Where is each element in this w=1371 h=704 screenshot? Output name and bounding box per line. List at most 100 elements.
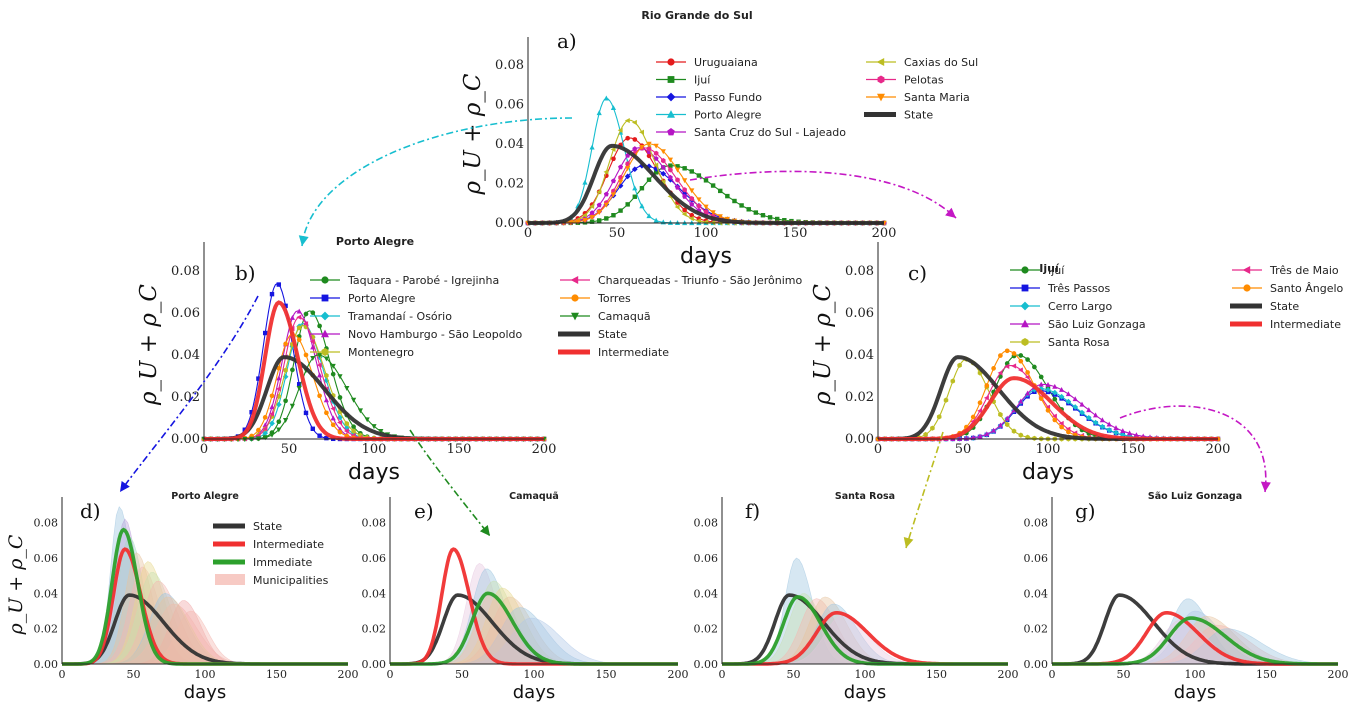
data-point bbox=[624, 173, 631, 180]
data-point bbox=[710, 210, 716, 216]
series-line-6 bbox=[878, 364, 1218, 440]
data-point bbox=[689, 188, 695, 194]
data-point bbox=[689, 169, 694, 174]
legend-marker bbox=[666, 92, 676, 102]
data-point bbox=[660, 179, 666, 185]
data-point bbox=[317, 372, 323, 378]
data-point bbox=[282, 373, 289, 380]
data-point bbox=[667, 157, 673, 163]
data-point bbox=[703, 209, 709, 215]
data-point bbox=[653, 150, 659, 156]
panel-e-title: Camaquã bbox=[509, 491, 559, 502]
data-point bbox=[632, 137, 638, 142]
data-point bbox=[317, 393, 322, 399]
data-point bbox=[923, 431, 928, 438]
y-tick-label: 0.04 bbox=[171, 348, 200, 363]
data-point bbox=[323, 377, 330, 384]
data-point bbox=[256, 427, 261, 433]
data-point bbox=[317, 433, 322, 438]
x-tick-label: 200 bbox=[668, 668, 689, 681]
data-point bbox=[1051, 413, 1057, 419]
data-point bbox=[1086, 407, 1092, 413]
data-point bbox=[303, 321, 309, 327]
y-axis-label: ρ_U + ρ_C bbox=[460, 73, 486, 195]
y-tick-label: 0.08 bbox=[694, 517, 719, 530]
data-point bbox=[646, 153, 652, 159]
legend-swatch bbox=[215, 574, 245, 585]
y-tick-label: 0.02 bbox=[34, 623, 59, 636]
panel-g-title: São Luiz Gonzaga bbox=[1148, 491, 1242, 502]
data-point bbox=[646, 213, 652, 219]
legend-label: Santa Maria bbox=[904, 91, 970, 104]
data-point bbox=[717, 214, 723, 220]
data-point bbox=[624, 117, 630, 124]
data-point bbox=[943, 397, 949, 403]
data-point bbox=[1092, 419, 1099, 426]
panel-label: f) bbox=[745, 499, 760, 523]
data-point bbox=[617, 182, 624, 189]
data-point bbox=[357, 408, 363, 414]
data-point bbox=[276, 375, 282, 381]
data-point bbox=[1120, 428, 1126, 434]
data-point bbox=[1079, 401, 1085, 407]
data-point bbox=[1025, 390, 1031, 396]
data-point bbox=[625, 202, 630, 207]
data-point bbox=[674, 167, 681, 173]
data-point bbox=[269, 291, 275, 297]
x-tick-label: 100 bbox=[362, 442, 387, 457]
data-point bbox=[631, 119, 637, 126]
data-point bbox=[1106, 427, 1113, 433]
legend-label: São Luiz Gonzaga bbox=[1048, 318, 1146, 331]
data-point bbox=[1032, 364, 1037, 370]
data-point bbox=[296, 308, 302, 314]
legend-label: Passo Fundo bbox=[694, 91, 762, 104]
legend-marker bbox=[877, 93, 885, 102]
data-point bbox=[1031, 386, 1038, 393]
x-axis-label: days bbox=[844, 682, 887, 703]
legend-marker bbox=[1242, 266, 1251, 274]
data-point bbox=[589, 219, 595, 224]
data-point bbox=[596, 210, 602, 216]
data-point bbox=[1072, 404, 1079, 410]
data-point bbox=[1099, 423, 1106, 430]
data-point bbox=[1004, 421, 1010, 428]
legend-marker bbox=[1021, 338, 1029, 346]
legend-marker bbox=[321, 348, 329, 356]
arrow-head-icon bbox=[120, 480, 130, 492]
data-point bbox=[323, 397, 329, 403]
arrow-head-icon bbox=[903, 537, 914, 548]
data-point bbox=[681, 211, 687, 217]
panel-label: d) bbox=[80, 499, 101, 523]
data-point bbox=[351, 424, 356, 430]
data-point bbox=[296, 314, 302, 320]
y-tick-label: 0.00 bbox=[362, 658, 387, 671]
legend-label: Caxias do Sul bbox=[904, 56, 978, 69]
data-point bbox=[611, 156, 616, 162]
data-point bbox=[675, 164, 680, 169]
x-tick-label: 200 bbox=[872, 226, 897, 241]
data-point bbox=[625, 166, 631, 172]
data-point bbox=[378, 429, 384, 434]
x-tick-label: 200 bbox=[1328, 668, 1349, 681]
arrow-a-c bbox=[689, 170, 957, 219]
legend-marker bbox=[571, 294, 579, 302]
y-tick-label: 0.02 bbox=[171, 390, 200, 405]
panel-f-title: Santa Rosa bbox=[835, 491, 895, 502]
data-point bbox=[330, 371, 336, 377]
y-tick-label: 0.04 bbox=[362, 587, 387, 600]
x-tick-label: 150 bbox=[783, 226, 808, 241]
y-tick-label: 0.02 bbox=[845, 390, 874, 405]
data-point bbox=[324, 372, 329, 379]
data-point bbox=[674, 204, 680, 210]
data-point bbox=[1032, 435, 1037, 441]
data-point bbox=[603, 202, 609, 208]
panel-g: São Luiz Gonzaga 0 50 100 150 200 0.00 0.02 0.04… bbox=[1024, 491, 1349, 703]
data-point bbox=[1011, 363, 1017, 369]
data-point bbox=[323, 356, 329, 362]
data-point bbox=[283, 398, 288, 404]
y-tick-label: 0.08 bbox=[1024, 517, 1049, 530]
panel-a-title: Rio Grande do Sul bbox=[641, 9, 752, 22]
data-point bbox=[324, 435, 329, 441]
data-point bbox=[977, 408, 983, 414]
